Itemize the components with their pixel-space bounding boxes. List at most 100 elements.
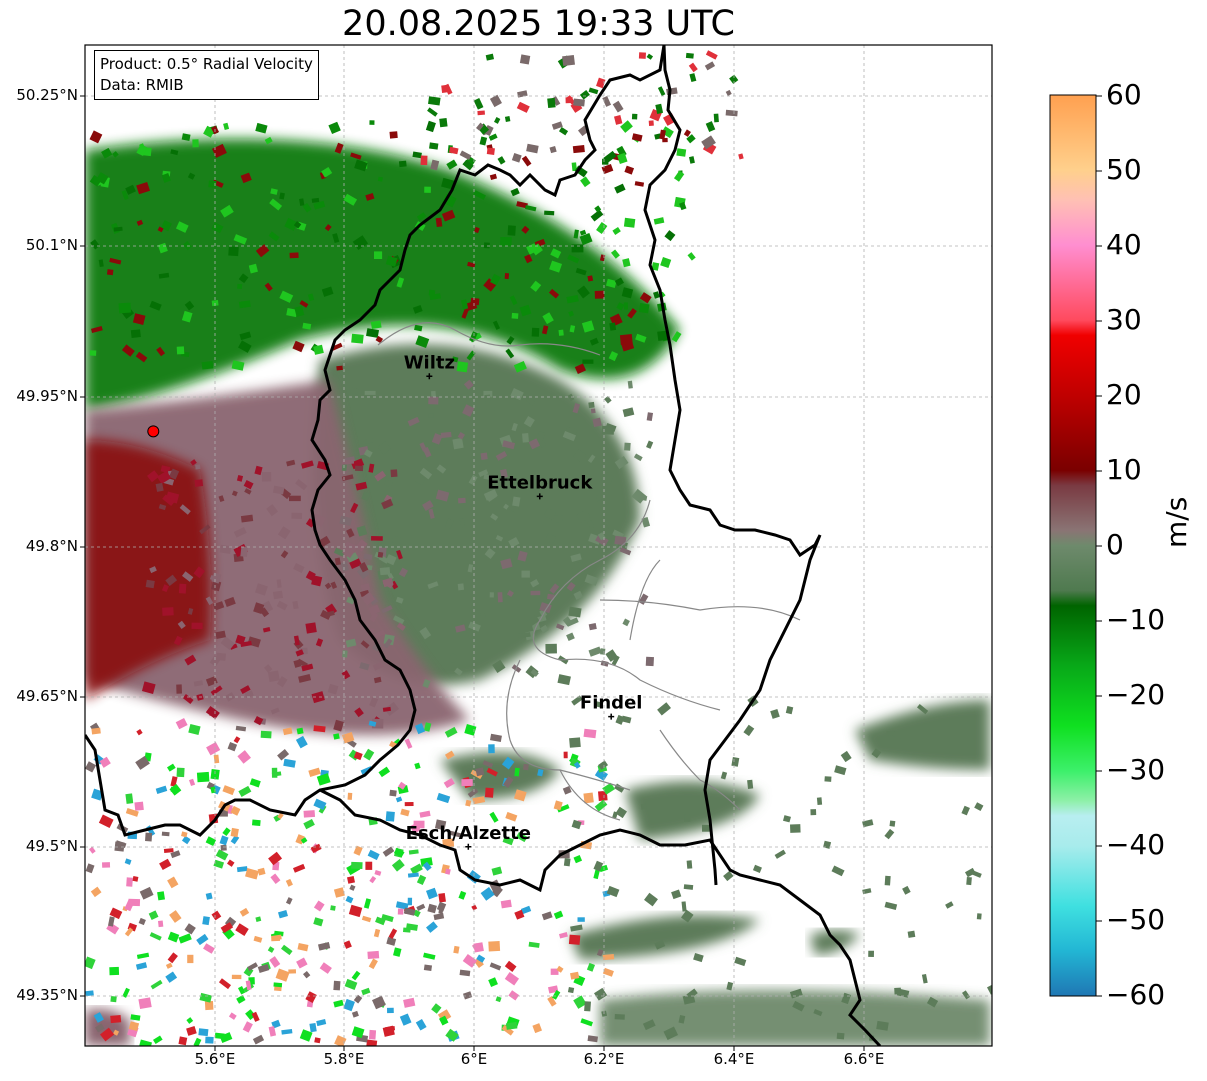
echo-speckle: [182, 694, 194, 704]
echo-speckle: [286, 308, 298, 318]
echo-speckle: [346, 552, 359, 563]
echo-speckle: [170, 776, 178, 787]
echo-speckle: [531, 327, 540, 337]
echo-speckle: [653, 217, 665, 225]
echo-speckle: [497, 592, 503, 603]
echo-speckle: [272, 590, 284, 600]
echo-speckle: [242, 1021, 253, 1033]
product-info-box: Product: 0.5° Radial Velocity Data: RMIB: [94, 50, 319, 100]
echo-speckle: [884, 828, 895, 840]
echo-speckle: [96, 172, 109, 185]
echo-speckle: [583, 728, 597, 739]
echo-speckle: [743, 724, 755, 737]
echo-speckle: [291, 512, 303, 519]
colorbar-tick-label: 30: [1106, 303, 1142, 336]
echo-speckle: [916, 704, 929, 715]
echo-speckle: [588, 87, 599, 95]
echo-speckle: [193, 680, 204, 687]
echo-speckle: [511, 153, 522, 163]
echo-speckle: [664, 230, 676, 242]
echo-speckle: [419, 627, 432, 640]
echo-speckle: [551, 515, 564, 523]
echo-speckle: [488, 744, 495, 754]
echo-speckle: [238, 273, 249, 284]
echo-speckle: [549, 146, 557, 154]
echo-speckle: [681, 901, 687, 912]
echo-speckle: [459, 969, 471, 977]
echo-speckle: [361, 915, 372, 923]
echo-speckle: [489, 173, 498, 181]
echo-speckle: [292, 863, 306, 873]
echo-speckle: [208, 180, 217, 188]
echo-speckle: [196, 933, 209, 946]
echo-speckle: [484, 787, 494, 798]
echo-speckle: [431, 433, 443, 445]
echo-speckle: [644, 892, 658, 907]
echo-speckle: [836, 1032, 845, 1040]
lon-label: 6°E: [460, 1050, 488, 1068]
echo-speckle: [427, 107, 438, 117]
echo-speckle: [366, 1039, 378, 1046]
echo-speckle: [619, 334, 633, 345]
echo-speckle: [374, 251, 383, 259]
echo-speckle: [125, 808, 139, 817]
echo-speckle: [343, 998, 355, 1012]
echo-speckle: [389, 789, 397, 797]
echo-speckle: [178, 1036, 188, 1046]
echo-speckle: [514, 909, 525, 920]
echo-speckle: [388, 928, 398, 939]
echo-speckle: [502, 440, 516, 450]
echo-speckle: [470, 769, 483, 780]
echo-speckle: [489, 733, 502, 743]
city-cross-icon: [608, 713, 615, 720]
echo-speckle: [351, 970, 361, 981]
echo-speckle: [559, 932, 568, 939]
echo-speckle: [89, 846, 96, 854]
echo-speckle: [341, 670, 351, 680]
echo-speckle: [570, 553, 582, 562]
echo-speckle: [350, 152, 362, 160]
gridlines: [85, 45, 992, 1046]
echo-speckle: [109, 257, 122, 265]
echo-speckle: [598, 790, 608, 801]
echo-speckle: [184, 923, 196, 935]
echo-speckle: [136, 728, 143, 736]
echo-speckle: [439, 117, 448, 128]
echo-speckle: [228, 246, 239, 257]
echo-speckle: [568, 310, 574, 317]
echo-speckle: [303, 818, 315, 830]
echo-speckle: [382, 579, 394, 589]
echo-speckle: [311, 197, 320, 203]
echo-speckle: [228, 1012, 237, 1020]
echo-speckle: [573, 229, 579, 239]
echo-speckle: [774, 849, 786, 859]
echo-speckle: [377, 176, 383, 182]
echo-speckle: [620, 120, 633, 133]
echo-speckle: [459, 150, 472, 161]
echo-speckle: [530, 578, 540, 588]
colorbar-tick-label: −20: [1106, 678, 1166, 711]
echo-speckle: [220, 922, 234, 934]
echo-speckle: [884, 901, 898, 910]
echo-speckle: [505, 348, 515, 359]
echo-speckle: [868, 950, 874, 957]
echo-speckle: [316, 1019, 327, 1027]
echo-speckle: [514, 767, 520, 777]
echo-speckle: [568, 606, 582, 618]
echo-speckle: [300, 837, 308, 844]
echo-speckle: [518, 632, 531, 639]
echo-speckle: [288, 969, 297, 974]
echo-speckle: [444, 518, 454, 529]
echo-speckle: [211, 910, 222, 921]
echo-speckle: [617, 152, 628, 164]
echo-speckle: [609, 322, 617, 331]
echo-speckle: [190, 459, 197, 466]
echo-speckle: [255, 583, 268, 596]
echo-speckle: [463, 379, 474, 390]
echo-speckle: [330, 581, 338, 589]
echo-speckle: [505, 1021, 518, 1030]
echo-speckle: [551, 121, 563, 130]
echo-speckle: [395, 796, 403, 803]
echo-speckle: [506, 589, 514, 598]
echo-speckle: [132, 313, 146, 325]
